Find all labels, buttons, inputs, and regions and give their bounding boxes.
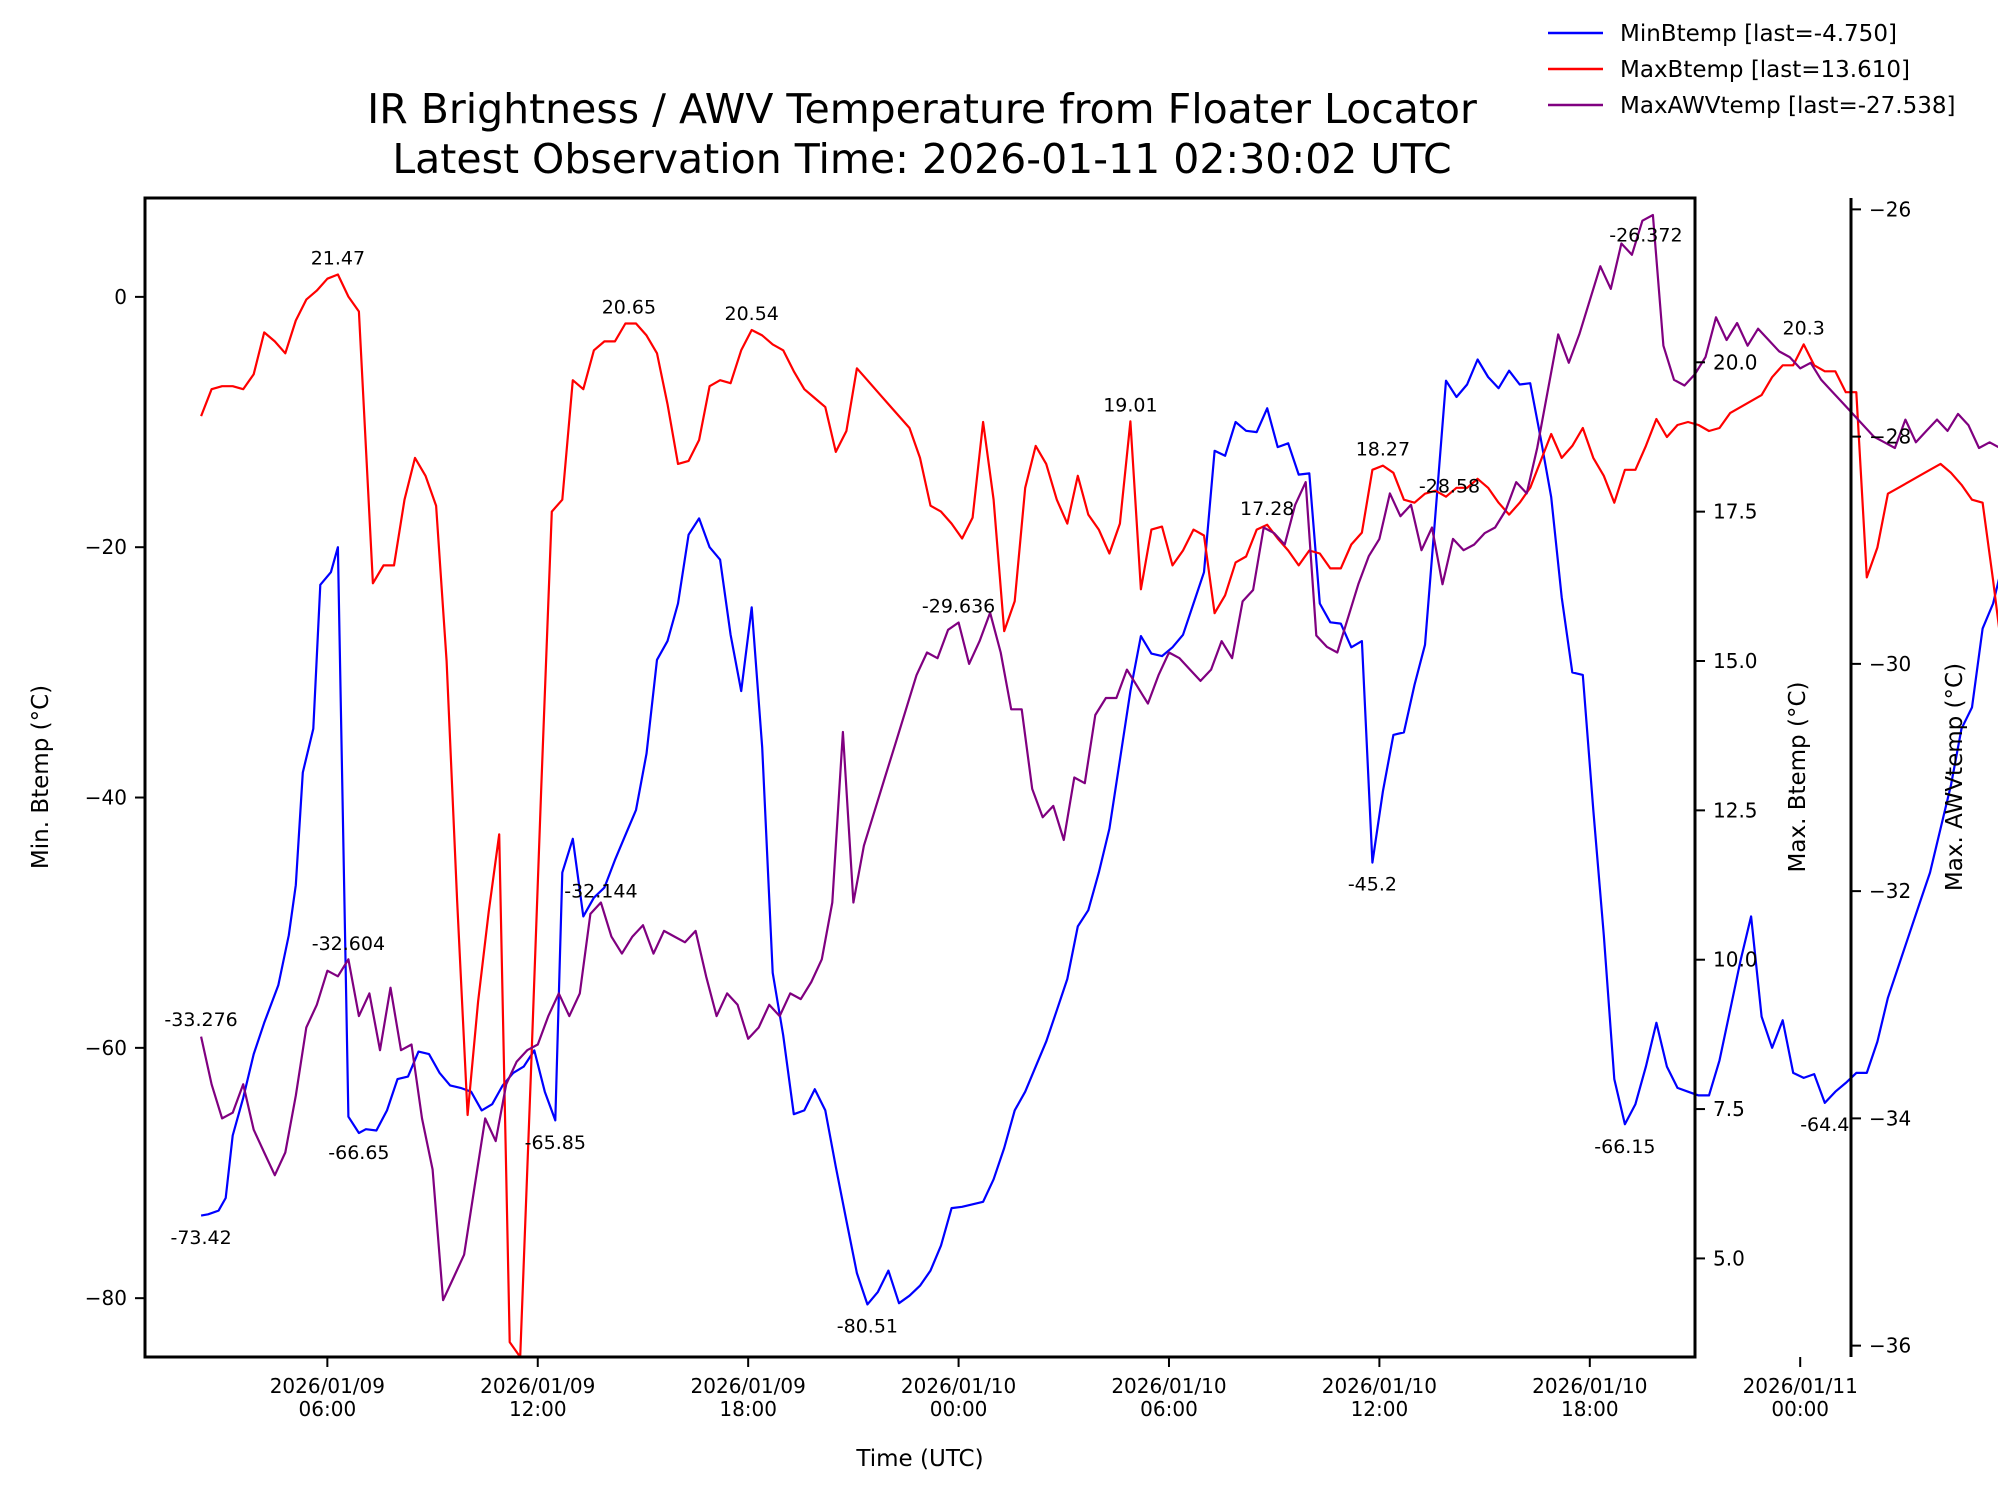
y-tick-label: 10.0 bbox=[1713, 948, 1758, 972]
x-tick-label-date: 2026/01/10 bbox=[1111, 1374, 1226, 1398]
data-label: 18.27 bbox=[1356, 439, 1410, 461]
data-label: 17.28 bbox=[1240, 498, 1294, 520]
x-tick-label-time: 12:00 bbox=[1351, 1397, 1409, 1421]
data-label: 21.47 bbox=[311, 248, 365, 270]
x-tick-label-date: 2026/01/10 bbox=[1322, 1374, 1437, 1398]
x-axis: 2026/01/0906:002026/01/0912:002026/01/09… bbox=[270, 1357, 1858, 1421]
max-btemp-axis: 5.0 7.5 10.0 12.5 15.0 17.5 20.0 bbox=[1695, 350, 1758, 1270]
y-tick-label: 12.5 bbox=[1713, 798, 1758, 822]
x-tick-label-time: 00:00 bbox=[930, 1397, 988, 1421]
legend: MinBtemp [last=-4.750] MaxBtemp [last=13… bbox=[1548, 21, 1955, 119]
x-tick-label-time: 06:00 bbox=[1140, 1397, 1198, 1421]
data-label: 20.54 bbox=[724, 303, 778, 325]
data-label: -29.636 bbox=[922, 596, 995, 618]
x-axis-label: Time (UTC) bbox=[855, 1446, 983, 1472]
y-tick-label: −60 bbox=[85, 1036, 127, 1060]
min-btemp-axis: 0 −20 −40 −60 −80 bbox=[85, 285, 145, 1310]
data-label: 19.01 bbox=[1103, 394, 1157, 416]
y-tick-label: −80 bbox=[85, 1286, 127, 1310]
y-tick-label: 0 bbox=[114, 285, 127, 309]
max-awvtemp-axis: −26 −28 −30 −32 −34 −36 bbox=[1851, 197, 1911, 1358]
y-tick-label: −36 bbox=[1869, 1334, 1911, 1358]
series-line-minbtemp bbox=[200, 358, 1998, 1306]
y-tick-label: −34 bbox=[1869, 1106, 1911, 1130]
x-tick-label-date: 2026/01/09 bbox=[270, 1374, 385, 1398]
y-tick-label: 20.0 bbox=[1713, 350, 1758, 374]
y-tick-label: −26 bbox=[1869, 197, 1911, 221]
min-btemp-axis-label: Min. Btemp (°C) bbox=[28, 685, 54, 869]
data-label: 20.3 bbox=[1783, 317, 1825, 339]
chart-subtitle: Latest Observation Time: 2026-01-11 02:3… bbox=[392, 135, 1451, 183]
max-btemp-axis-label: Max. Btemp (°C) bbox=[1785, 682, 1811, 873]
x-tick-label-time: 18:00 bbox=[1561, 1397, 1619, 1421]
y-tick-label: −30 bbox=[1869, 652, 1911, 676]
y-tick-label: −32 bbox=[1869, 879, 1911, 903]
data-label: -65.85 bbox=[525, 1132, 586, 1154]
chart-title: IR Brightness / AWV Temperature from Flo… bbox=[367, 85, 1477, 133]
series-line-maxawvtemp bbox=[200, 213, 1998, 1302]
max-awvtemp-axis-label: Max. AWVtemp (°C) bbox=[1942, 663, 1968, 891]
y-tick-label: 15.0 bbox=[1713, 649, 1758, 673]
plot-frame bbox=[143, 196, 1697, 1359]
y-tick-label: −20 bbox=[85, 535, 127, 559]
series-line-maxbtemp bbox=[200, 273, 1998, 1359]
x-tick-label-time: 00:00 bbox=[1771, 1397, 1829, 1421]
data-label: -66.15 bbox=[1594, 1136, 1655, 1158]
x-tick-label-date: 2026/01/09 bbox=[691, 1374, 806, 1398]
legend-label-maxawvtemp: MaxAWVtemp [last=-27.538] bbox=[1620, 93, 1955, 119]
data-label: -80.51 bbox=[837, 1316, 898, 1338]
data-label: -73.42 bbox=[170, 1227, 231, 1249]
y-tick-label: −40 bbox=[85, 786, 127, 810]
x-tick-label-date: 2026/01/10 bbox=[901, 1374, 1016, 1398]
x-tick-label-date: 2026/01/09 bbox=[480, 1374, 595, 1398]
data-label: 20.65 bbox=[602, 297, 656, 319]
data-label: -64.4 bbox=[1800, 1114, 1849, 1136]
x-tick-label-time: 18:00 bbox=[719, 1397, 777, 1421]
data-label: -66.65 bbox=[328, 1142, 389, 1164]
x-tick-label-time: 06:00 bbox=[299, 1397, 357, 1421]
data-label: -45.2 bbox=[1348, 874, 1397, 896]
y-tick-label: 5.0 bbox=[1713, 1246, 1745, 1270]
x-tick-label-date: 2026/01/10 bbox=[1532, 1374, 1647, 1398]
y-tick-label: −28 bbox=[1869, 425, 1911, 449]
series-layer bbox=[200, 213, 1998, 1359]
y-tick-label: 7.5 bbox=[1713, 1097, 1745, 1121]
data-label: -32.604 bbox=[312, 933, 385, 955]
data-label: -26.372 bbox=[1609, 225, 1682, 247]
x-tick-label-date: 2026/01/11 bbox=[1743, 1374, 1858, 1398]
legend-label-minbtemp: MinBtemp [last=-4.750] bbox=[1620, 21, 1897, 47]
y-tick-label: 17.5 bbox=[1713, 500, 1758, 524]
x-tick-label-time: 12:00 bbox=[509, 1397, 567, 1421]
data-label: -28.58 bbox=[1419, 476, 1480, 498]
data-label: -33.276 bbox=[164, 1009, 237, 1031]
annotation-layer: -73.42 -66.65 -65.85 -80.51 -45.2 -66.15 -64.4… bbox=[164, 225, 1849, 1338]
legend-label-maxbtemp: MaxBtemp [last=13.610] bbox=[1620, 57, 1910, 83]
data-label: -32.144 bbox=[564, 881, 637, 903]
